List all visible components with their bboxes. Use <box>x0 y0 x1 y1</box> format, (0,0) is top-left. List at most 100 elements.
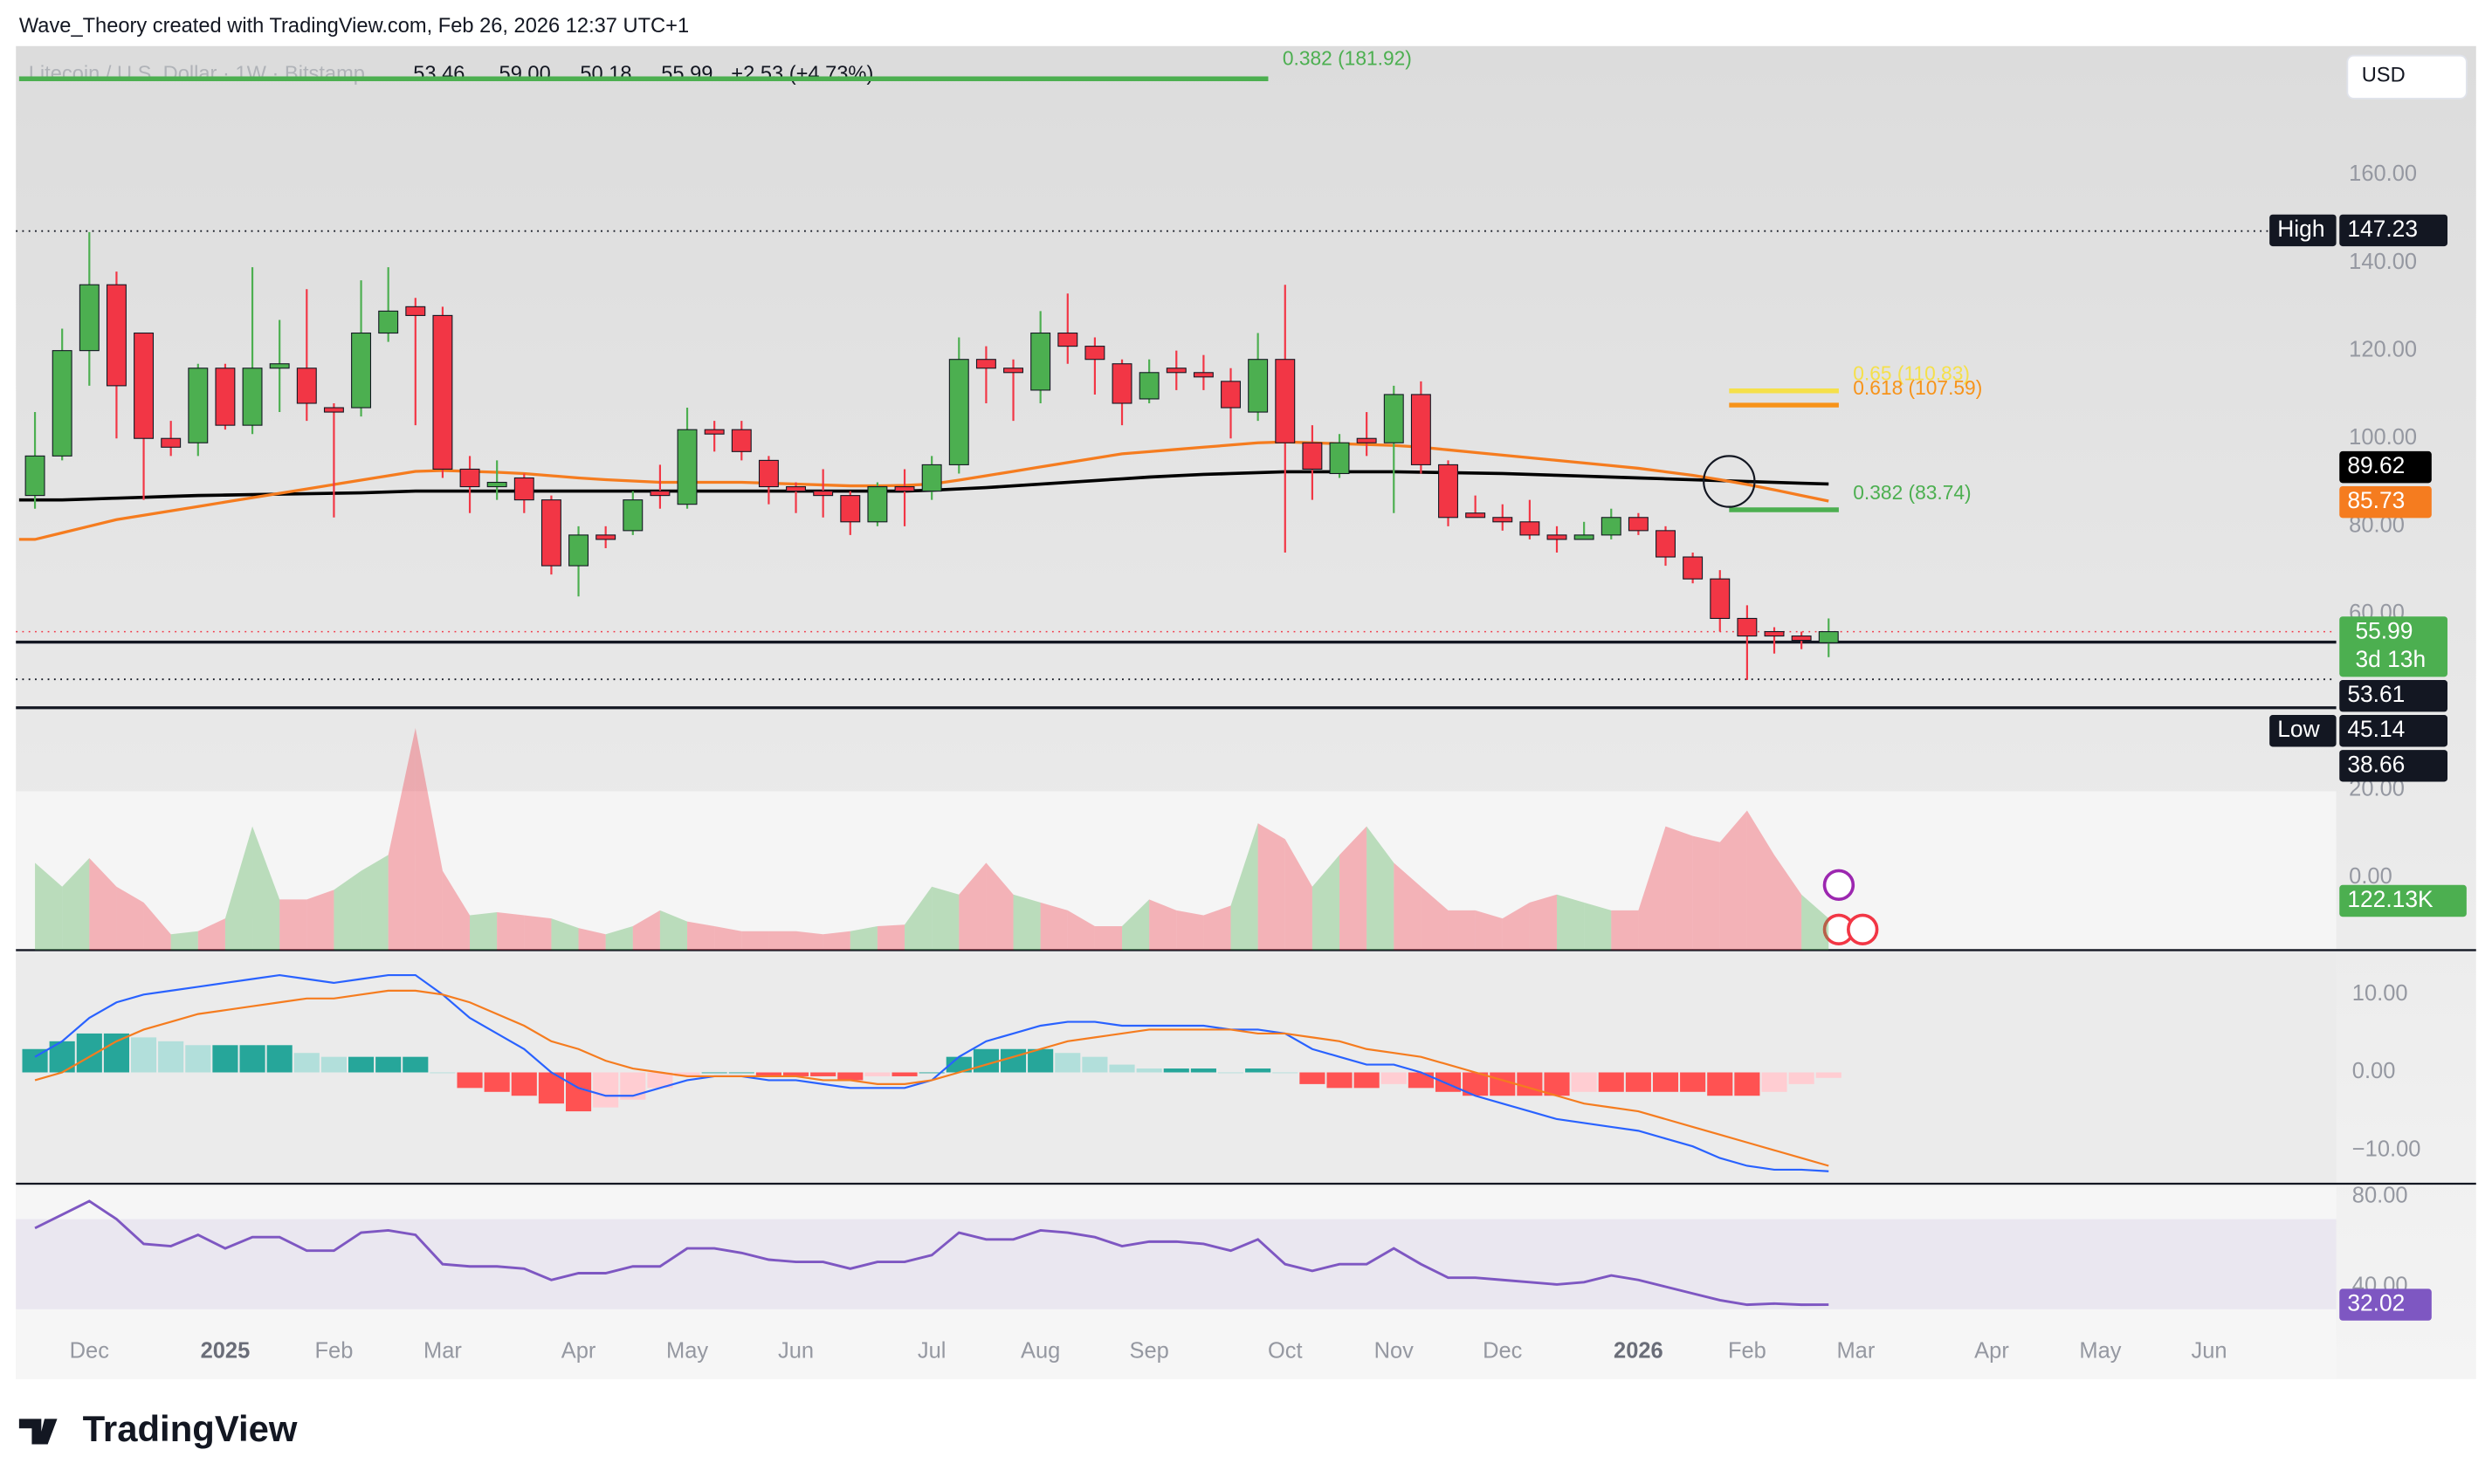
logo-mark <box>18 1419 58 1445</box>
candle-body <box>921 464 942 492</box>
volume-area <box>279 899 307 951</box>
macd-histogram <box>1353 1072 1380 1089</box>
macd-histogram <box>76 1033 102 1073</box>
macd-histogram <box>1761 1072 1787 1092</box>
volume-area <box>1013 894 1041 951</box>
volume-area <box>1284 839 1312 951</box>
volume-area <box>1366 826 1394 951</box>
macd-histogram <box>782 1072 809 1076</box>
macd-histogram <box>1000 1048 1027 1073</box>
volume-area <box>1448 910 1476 951</box>
legend-low: 50.18 <box>580 63 631 86</box>
volume-area <box>1421 886 1449 951</box>
macd-histogram <box>946 1056 972 1073</box>
rsi-pane <box>16 1186 2337 1379</box>
level-value-box <box>2339 750 2448 782</box>
volume-area <box>170 931 198 951</box>
candle-body <box>650 491 671 497</box>
candle-body <box>1628 517 1649 532</box>
macd-histogram <box>701 1072 727 1074</box>
volume-area <box>1067 910 1095 951</box>
x-tick-label: Oct <box>1268 1339 1303 1364</box>
candle-body <box>432 314 453 470</box>
volume-area <box>89 857 117 951</box>
macd-histogram <box>1028 1048 1054 1073</box>
macd-tick-label: 0.00 <box>2352 1059 2396 1083</box>
fib-label: 0.382 (181.92) <box>1283 46 1412 69</box>
icon[interactable] <box>1822 869 1855 902</box>
candle-body <box>106 284 127 387</box>
rsi-value: 32.02 <box>2347 1290 2405 1316</box>
candle-body <box>840 495 861 523</box>
volume-area <box>1230 823 1258 951</box>
macd-histogram <box>239 1045 265 1073</box>
volume-area <box>632 910 660 951</box>
candle-body <box>1329 442 1350 475</box>
macd-histogram <box>1435 1072 1462 1092</box>
volume-area <box>1529 894 1558 951</box>
macd-histogram <box>1571 1072 1597 1092</box>
volume-area <box>1746 810 1775 951</box>
macd-histogram <box>266 1045 293 1073</box>
candle-body <box>1057 332 1078 347</box>
symbol: Litecoin / U.S. Dollar · 1W · Bitstamp <box>29 63 365 86</box>
x-tick-label: 2026 <box>1614 1339 1663 1364</box>
volume-area <box>578 928 606 951</box>
currency-button[interactable] <box>2346 54 2468 100</box>
candle-body <box>52 350 72 457</box>
volume-area <box>1475 910 1503 951</box>
macd-tick-label: 10.00 <box>2352 981 2408 1006</box>
volume-area <box>768 931 796 951</box>
candle-body <box>731 429 752 452</box>
volume-pane <box>16 791 2337 951</box>
x-tick-label: Mar <box>423 1339 462 1364</box>
annotation-circle <box>1703 455 1756 508</box>
candle-body <box>677 429 698 505</box>
macd-histogram <box>1190 1068 1216 1073</box>
candle-body <box>540 499 561 567</box>
candle-body <box>161 437 182 448</box>
candle-body <box>1465 512 1486 519</box>
candle-body <box>1275 359 1296 443</box>
icon[interactable] <box>1847 913 1879 945</box>
candle-body <box>1166 368 1187 374</box>
candle-body <box>1003 368 1023 374</box>
volume-area <box>306 890 334 951</box>
macd-histogram <box>1136 1068 1162 1073</box>
volume-area <box>1692 835 1720 951</box>
volume-area <box>415 728 443 951</box>
macd-histogram <box>810 1072 836 1076</box>
level-value: 147.23 <box>2347 216 2418 242</box>
volume-area <box>1040 902 1068 951</box>
macd-histogram <box>565 1072 592 1112</box>
level-value: 53.61 <box>2347 681 2405 707</box>
candle-body <box>486 481 507 488</box>
x-tick-label: 2025 <box>201 1339 251 1364</box>
candle-body <box>1519 521 1540 536</box>
fib-label: 0.618 (107.59) <box>1853 376 1982 399</box>
legend-high: 59.00 <box>499 63 551 86</box>
volume-area <box>1311 855 1340 951</box>
macd-histogram <box>1734 1072 1760 1096</box>
candle-body <box>1492 517 1513 523</box>
volume-area <box>1557 894 1585 951</box>
macd-histogram <box>1082 1056 1108 1073</box>
candle-body <box>758 459 779 488</box>
x-tick-label: Nov <box>1374 1339 1415 1364</box>
candle-body <box>595 534 616 540</box>
volume-value-box <box>2339 884 2467 917</box>
macd-histogram <box>484 1072 510 1092</box>
macd-histogram <box>593 1072 619 1108</box>
candle-body <box>405 306 426 316</box>
macd-histogram <box>185 1045 211 1073</box>
fib-label: 0.382 (83.74) <box>1853 481 1971 504</box>
y-tick-label: 0.00 <box>2349 864 2392 889</box>
ma-value: 89.62 <box>2347 452 2405 478</box>
candle-body <box>894 486 915 492</box>
volume-area <box>388 728 416 951</box>
candle-body <box>704 429 725 435</box>
macd-histogram <box>430 1072 456 1074</box>
moving-average <box>18 440 1829 541</box>
volume-area <box>823 931 850 951</box>
volume-area <box>524 915 552 951</box>
